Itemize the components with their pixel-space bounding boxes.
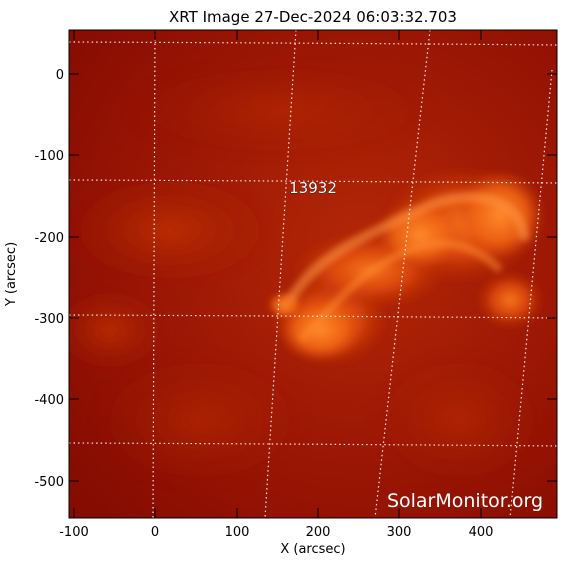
solarmonitor-watermark: SolarMonitor.org xyxy=(387,490,543,512)
x-axis: -100 0 100 200 300 400 X (arcsec) xyxy=(59,30,493,557)
y-axis-label: Y (arcsec) xyxy=(4,242,19,307)
y-tick-label: -500 xyxy=(34,475,64,490)
y-axis: 0 -100 -200 -300 -400 -500 Y (arcsec) xyxy=(4,68,557,490)
active-region-emission xyxy=(267,165,545,368)
image-title: XRT Image 27-Dec-2024 06:03:32.703 xyxy=(169,8,457,26)
y-tick-label: -400 xyxy=(34,393,64,408)
solar-image xyxy=(69,30,557,518)
plot-frame xyxy=(68,29,558,519)
x-tick-label: 0 xyxy=(151,525,159,540)
active-region-label: 13932 xyxy=(289,179,337,197)
x-tick-label: 300 xyxy=(387,525,412,540)
coordinate-grid xyxy=(69,30,557,518)
x-tick-label: -100 xyxy=(59,525,89,540)
y-tick-label: -300 xyxy=(34,312,64,327)
y-tick-label: -100 xyxy=(34,149,64,164)
x-tick-label: 400 xyxy=(469,525,494,540)
x-tick-label: 100 xyxy=(225,525,250,540)
x-tick-label: 200 xyxy=(306,525,331,540)
y-tick-label: 0 xyxy=(56,68,64,83)
y-tick-label: -200 xyxy=(34,231,64,246)
x-axis-label: X (arcsec) xyxy=(280,542,345,557)
